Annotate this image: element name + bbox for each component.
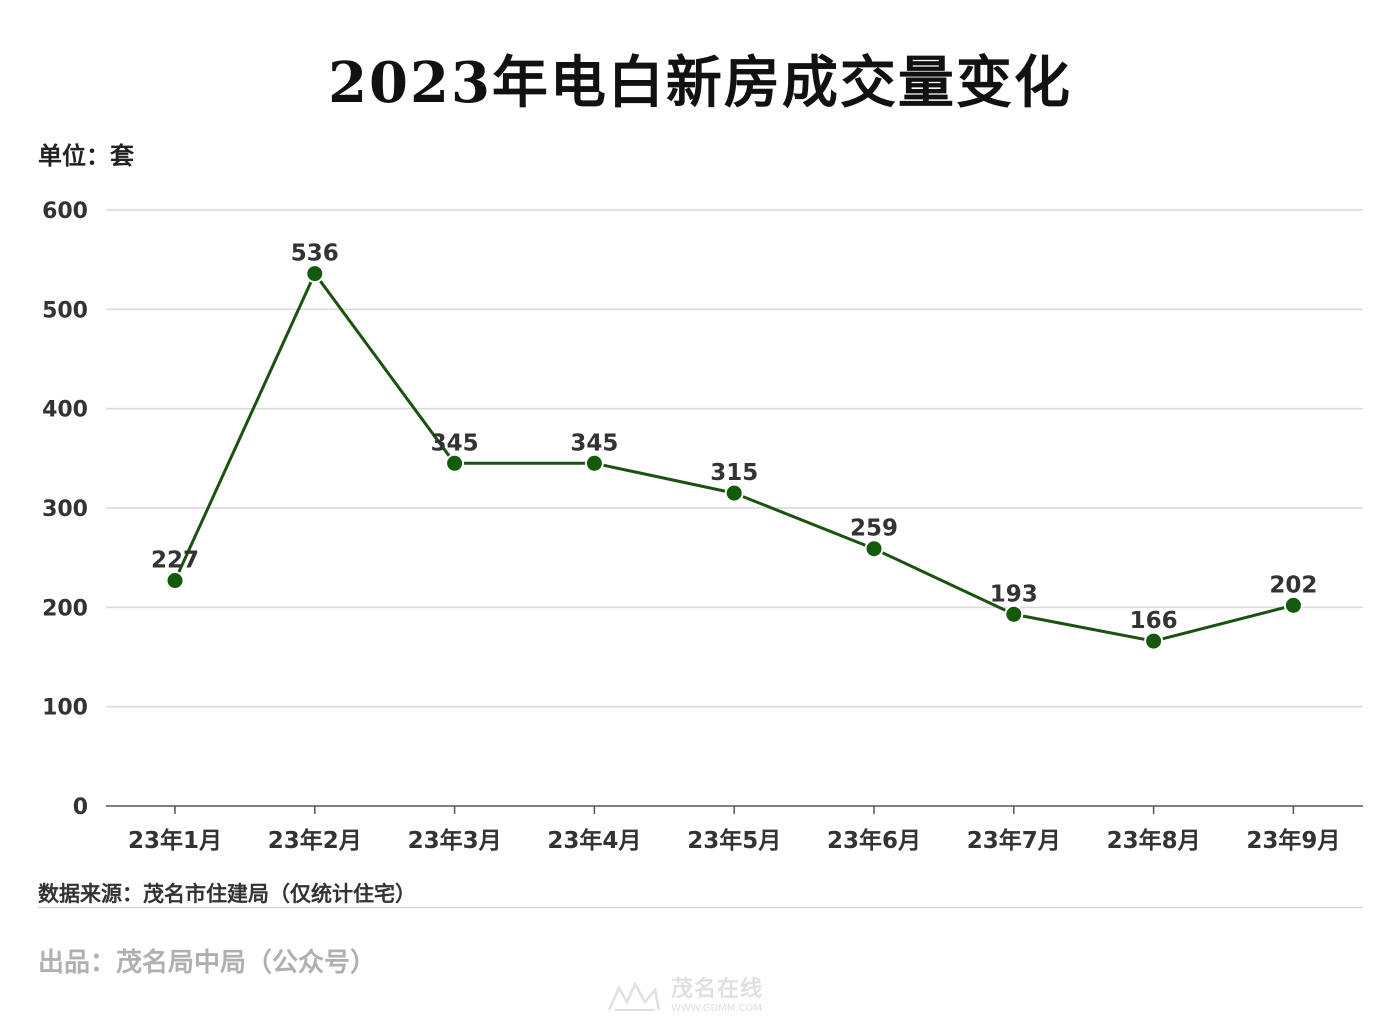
data-source: 数据来源：茂名市住建局（仅统计住宅） xyxy=(38,882,416,906)
data-point xyxy=(305,264,325,284)
data-point xyxy=(1004,604,1024,624)
y-tick-label: 0 xyxy=(73,795,88,820)
x-tick-label: 23年9月 xyxy=(1246,827,1340,854)
x-tick-label: 23年6月 xyxy=(827,827,921,854)
y-tick-label: 400 xyxy=(42,398,88,423)
data-point xyxy=(584,453,604,473)
data-point xyxy=(1144,631,1164,651)
series-markers xyxy=(165,264,1303,651)
house-logo-icon xyxy=(607,981,661,1011)
y-tick-label: 200 xyxy=(42,596,88,621)
series-line-path xyxy=(173,272,1294,643)
data-point xyxy=(864,539,884,559)
x-tick-label: 23年3月 xyxy=(408,827,502,854)
x-tick-label: 23年4月 xyxy=(547,827,641,854)
grid-lines xyxy=(106,209,1363,708)
data-point xyxy=(165,571,185,591)
y-tick-label: 100 xyxy=(42,696,88,721)
watermark: 茂名在线 WWW.GDMM.COM xyxy=(605,976,805,1016)
data-label: 315 xyxy=(710,460,758,486)
data-label: 259 xyxy=(850,516,898,542)
x-tick-label: 23年5月 xyxy=(687,827,781,854)
data-point xyxy=(1283,595,1303,615)
line-chart: 0 100 200 300 400 500 600 23年1月 23年2月 23年3月 23年4月… xyxy=(42,199,1363,854)
x-tick-label: 23年8月 xyxy=(1107,827,1201,854)
data-label: 345 xyxy=(431,430,479,456)
chart-title: 2023年电白新房成交量变化 xyxy=(328,50,1072,116)
unit-label: 单位：套 xyxy=(38,142,134,170)
y-tick-label: 500 xyxy=(42,298,88,323)
y-tick-label: 300 xyxy=(42,497,88,522)
data-labels: 227 536 345 345 315 259 193 166 202 xyxy=(151,241,1317,635)
data-label: 193 xyxy=(990,581,1038,607)
producer-credit: 出品：茂名局中局（公众号） xyxy=(38,948,377,978)
footer-divider xyxy=(38,907,1363,908)
data-label: 536 xyxy=(291,241,339,267)
y-tick-label: 600 xyxy=(42,199,88,224)
x-tick-label: 23年2月 xyxy=(268,827,362,854)
watermark-brand: 茂名在线 xyxy=(671,976,764,1002)
y-axis: 0 100 200 300 400 500 600 xyxy=(42,199,88,820)
x-axis: 23年1月 23年2月 23年3月 23年4月 23年5月 23年6月 23年7月 23年8月… xyxy=(106,805,1363,854)
x-tick-label: 23年7月 xyxy=(967,827,1061,854)
watermark-url: WWW.GDMM.COM xyxy=(671,1002,763,1014)
data-label: 202 xyxy=(1269,572,1317,598)
data-label: 345 xyxy=(570,430,618,456)
data-label: 166 xyxy=(1130,608,1178,634)
data-point xyxy=(724,483,744,503)
x-tick-label: 23年1月 xyxy=(128,827,222,854)
data-label: 227 xyxy=(151,548,199,574)
series-line xyxy=(173,272,1294,643)
data-point xyxy=(445,453,465,473)
